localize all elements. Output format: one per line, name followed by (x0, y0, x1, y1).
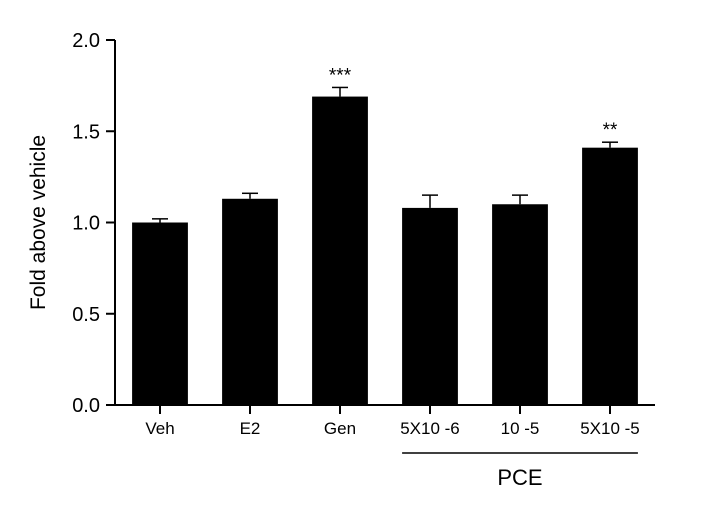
group-label: PCE (497, 465, 542, 490)
x-tick-label: 5X10 -6 (400, 419, 460, 438)
significance-marker: ** (603, 120, 618, 141)
y-tick-label: 2.0 (72, 30, 100, 52)
bar-chart: 0.0 0.5 1.0 1.5 2.0 Fold above vehicle Veh E2 **… (0, 0, 720, 520)
y-tick-label: 0.0 (72, 395, 100, 417)
y-tick-label: 1.5 (72, 121, 100, 143)
x-tick-label: Gen (324, 419, 356, 438)
bar (312, 97, 368, 405)
x-tick-label: 5X10 -5 (580, 419, 640, 438)
significance-marker: *** (329, 65, 352, 86)
bar (402, 208, 458, 405)
y-axis-label: Fold above vehicle (27, 135, 50, 310)
bar (582, 148, 638, 405)
bar (222, 199, 278, 405)
chart-container: 0.0 0.5 1.0 1.5 2.0 Fold above vehicle Veh E2 **… (0, 0, 720, 520)
y-tick-label: 1.0 (72, 213, 100, 235)
bar (132, 223, 188, 406)
x-tick-label: Veh (145, 419, 174, 438)
x-tick-label: E2 (240, 419, 261, 438)
y-tick-label: 0.5 (72, 304, 100, 326)
bar (492, 204, 548, 405)
x-tick-label: 10 -5 (501, 419, 540, 438)
